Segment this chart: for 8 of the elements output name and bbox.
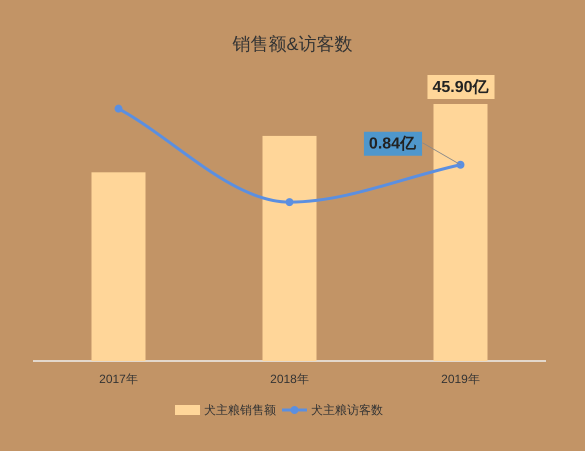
data-label: 45.90亿	[432, 78, 490, 96]
x-tick-label: 2019年	[441, 372, 480, 386]
legend-label: 犬主粮销售额	[204, 403, 276, 417]
data-label: 0.84亿	[368, 134, 418, 153]
x-tick-label: 2017年	[99, 372, 138, 386]
chart-title: 销售额&访客数	[231, 34, 353, 54]
x-tick-label: 2018年	[270, 372, 309, 386]
legend-label: 犬主粮访客数	[311, 403, 383, 417]
